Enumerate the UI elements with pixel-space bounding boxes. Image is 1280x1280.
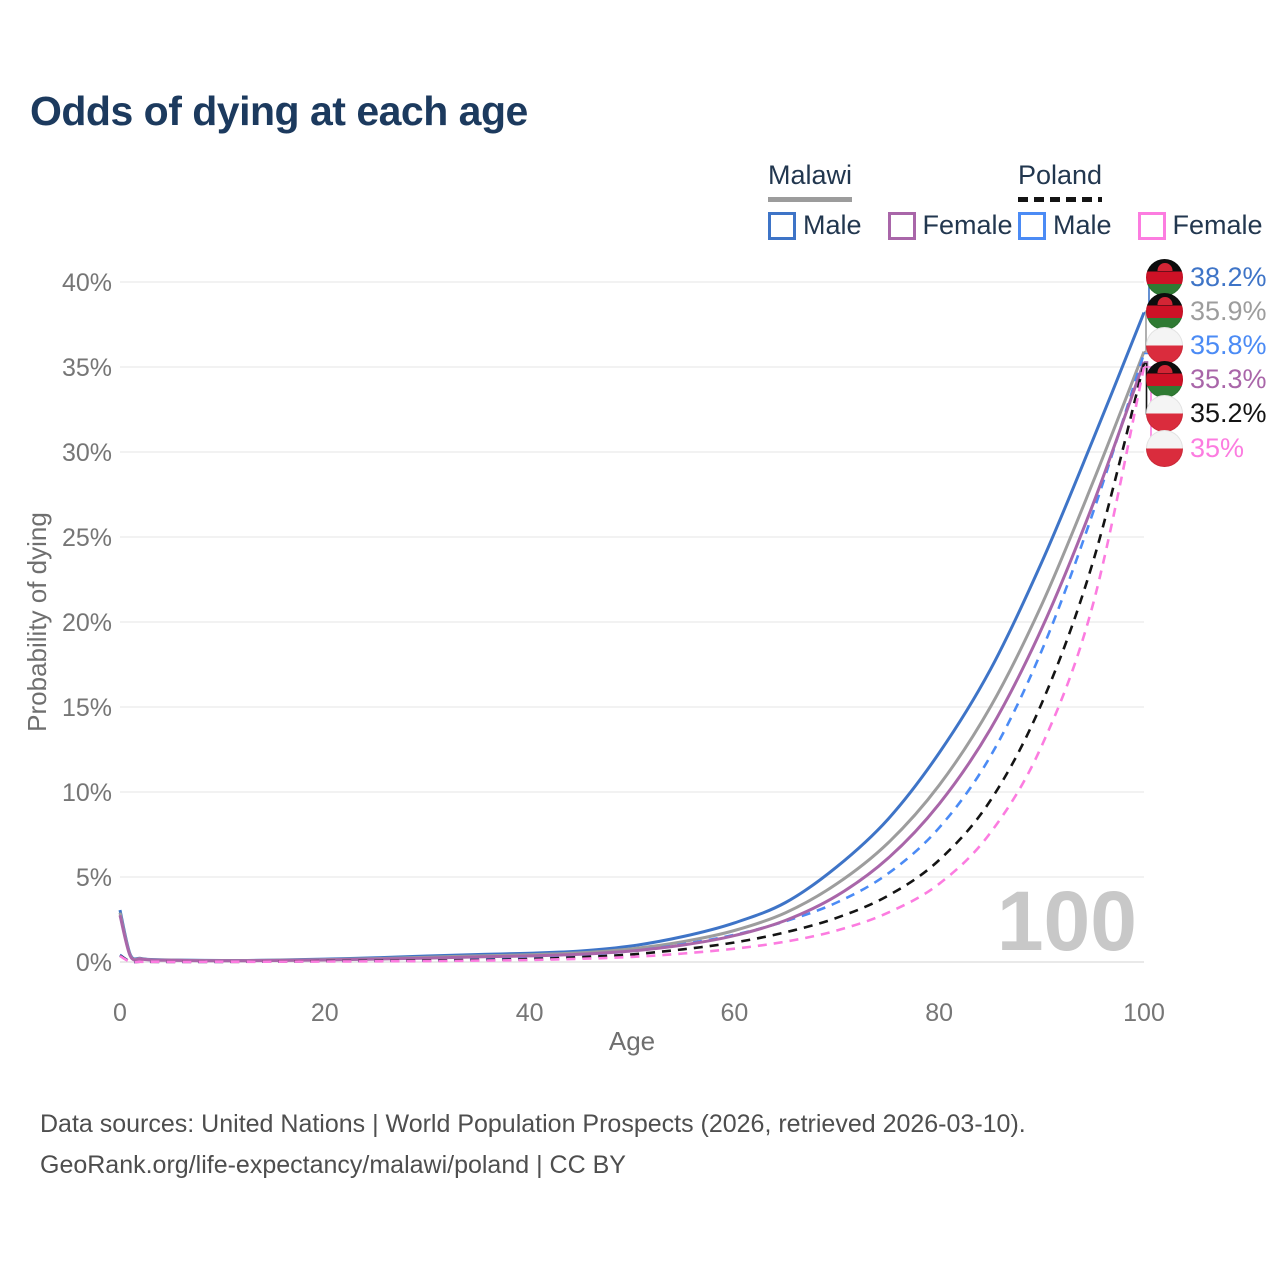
end-label-value: 35% bbox=[1190, 432, 1245, 463]
curve-malawi-both-sexes bbox=[118, 351, 1146, 963]
source-line-1: Data sources: United Nations | World Pop… bbox=[40, 1110, 1026, 1138]
source-line-2: GeoRank.org/life-expectancy/malawi/polan… bbox=[40, 1151, 626, 1179]
curve-malawi-female bbox=[118, 361, 1146, 963]
x-tick-label: 20 bbox=[311, 999, 339, 1027]
legend-label-poland-male: Male bbox=[1053, 210, 1112, 240]
source-note: Data sources: United Nations | World Pop… bbox=[40, 1104, 1026, 1186]
y-tick-label: 25% bbox=[62, 524, 112, 552]
legend-label-malawi-male: Male bbox=[803, 210, 862, 240]
end-label-value: 35.3% bbox=[1190, 364, 1267, 395]
poland-flag-icon bbox=[1146, 395, 1183, 433]
page-title: Odds of dying at each age bbox=[30, 88, 528, 134]
y-tick-label: 15% bbox=[62, 694, 112, 722]
legend-group-malawi: Malawi Male Female bbox=[768, 160, 1013, 241]
y-tick-label: 30% bbox=[62, 439, 112, 467]
end-label-value: 35.2% bbox=[1190, 398, 1267, 429]
legend-item-poland-female[interactable]: Female bbox=[1137, 210, 1263, 241]
y-tick-label: 5% bbox=[76, 864, 112, 892]
x-tick-label: 0 bbox=[113, 999, 127, 1027]
y-tick-label: 20% bbox=[62, 609, 112, 637]
end-label-malawi-male: 38.2% bbox=[1146, 258, 1267, 296]
x-tick-label: 40 bbox=[516, 999, 544, 1027]
legend-country-poland[interactable]: Poland bbox=[1018, 160, 1102, 202]
malawi-male-swatch-icon bbox=[768, 211, 796, 240]
legend-item-malawi-male[interactable]: Male bbox=[768, 210, 862, 241]
legend-items-poland: Male Female bbox=[1018, 210, 1263, 241]
malawi-flag-icon bbox=[1146, 361, 1183, 399]
x-tick-label: 100 bbox=[1123, 999, 1165, 1027]
age-watermark: 100 bbox=[997, 874, 1137, 968]
poland-flag-icon bbox=[1146, 326, 1183, 364]
poland-male-swatch-icon bbox=[1018, 211, 1046, 240]
malawi-flag-icon bbox=[1146, 292, 1183, 330]
y-tick-label: 40% bbox=[62, 269, 112, 297]
y-tick-label: 0% bbox=[76, 949, 112, 977]
poland-female-swatch-icon bbox=[1137, 211, 1166, 240]
malawi-female-swatch-icon bbox=[887, 211, 916, 240]
curve-malawi-male bbox=[118, 312, 1146, 963]
end-label-malawi-female: 35.3% bbox=[1146, 361, 1267, 399]
malawi-flag-icon bbox=[1146, 258, 1183, 296]
legend-item-malawi-female[interactable]: Female bbox=[887, 210, 1013, 241]
x-tick-label: 60 bbox=[720, 999, 748, 1027]
end-label-malawi-both-sexes: 35.9% bbox=[1146, 292, 1267, 330]
legend-items-malawi: Male Female bbox=[768, 210, 1013, 241]
y-tick-label: 35% bbox=[62, 354, 112, 382]
plot-area: 100 0% 5% 10% 15% 20% 25% 30% 35% 40% 0 20 40 60 80 100… bbox=[22, 269, 1165, 1056]
end-label-value: 35.9% bbox=[1190, 295, 1267, 326]
y-tick-label: 10% bbox=[62, 779, 112, 807]
end-label-value: 35.8% bbox=[1190, 329, 1267, 360]
end-label-poland-female: 35% bbox=[1146, 429, 1244, 467]
end-label-poland-both-sexes: 35.2% bbox=[1146, 395, 1267, 433]
curve-poland-female bbox=[119, 366, 1146, 964]
curve-poland-both-sexes bbox=[119, 363, 1146, 964]
end-label-poland-male: 35.8% bbox=[1146, 326, 1267, 364]
poland-flag-icon bbox=[1146, 429, 1183, 467]
end-label-value: 38.2% bbox=[1190, 261, 1267, 292]
legend-country-malawi[interactable]: Malawi bbox=[768, 160, 852, 202]
legend-group-poland: Poland Male Female bbox=[1018, 160, 1263, 241]
curve-poland-male bbox=[119, 353, 1146, 964]
legend-label-malawi-female: Female bbox=[922, 210, 1013, 240]
x-axis-title: Age bbox=[609, 1026, 655, 1056]
x-tick-label: 80 bbox=[925, 999, 953, 1027]
y-axis-title: Probability of dying bbox=[22, 512, 52, 732]
legend-item-poland-male[interactable]: Male bbox=[1018, 210, 1112, 241]
legend-label-poland-female: Female bbox=[1172, 210, 1263, 240]
